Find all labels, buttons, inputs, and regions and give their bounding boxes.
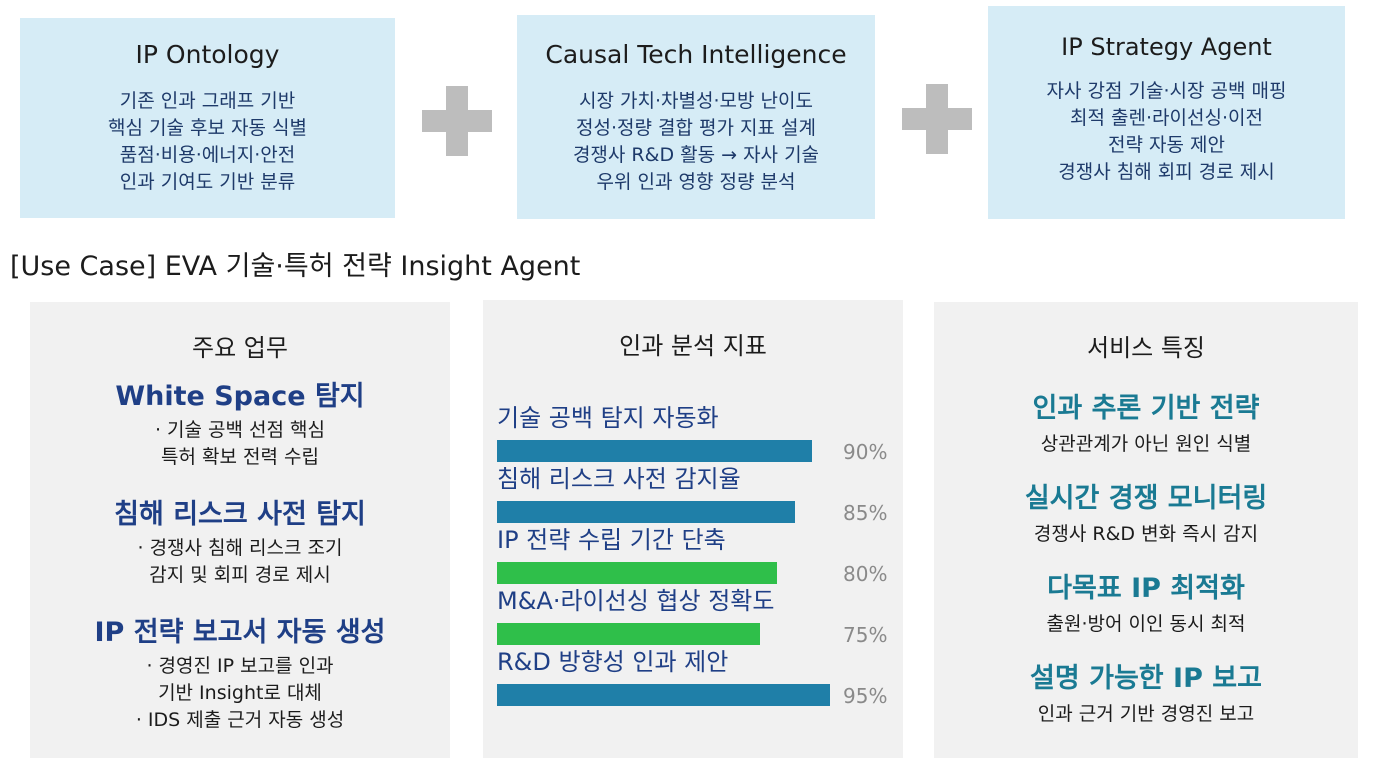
feature-title: 실시간 경쟁 모니터링 [1024,483,1268,514]
feature-item: 설명 가능한 IP 보고 인과 근거 기반 경영진 보고 [934,656,1358,726]
metric-percent: 85% [843,501,888,525]
metric-bar [497,501,795,523]
task-item: IP 전략 보고서 자동 생성 · 경영진 IP 보고를 인과 기반 Insig… [30,610,450,734]
metric-label: 침해 리스크 사전 감지율 [497,465,741,493]
plus-icon [902,84,972,154]
feature-desc: 출원·방어 이인 동시 최적 [1046,613,1246,635]
ip-strategy-agent-title: IP Strategy Agent [1061,33,1272,61]
task-desc-line: · IDS 제출 근거 자동 생성 [135,709,345,731]
ip-strategy-line: 자사 강점 기술·시장 공백 매핑 [1046,80,1287,102]
causal-tech-line: 우위 인과 영향 정량 분석 [596,171,796,193]
task-desc: · 기술 공백 선점 핵심 특허 확보 전력 수립 [30,417,450,471]
feature-desc: 인과 근거 기반 경영진 보고 [1037,703,1255,725]
ip-strategy-line: 전략 자동 제안 [1108,134,1225,156]
causal-tech-line: 경쟁사 R&D 활동 → 자사 기술 [572,144,820,166]
use-case-title: [Use Case] EVA 기술·특허 전략 Insight Agent [10,251,581,282]
causal-tech-intelligence-box: Causal Tech Intelligence 시장 가치·차별성·모방 난이… [517,15,875,219]
metric-bar [497,623,760,645]
task-desc-line: · 기술 공백 선점 핵심 [154,419,326,441]
task-desc: · 경쟁사 침해 리스크 조기 감지 및 회피 경로 제시 [30,535,450,589]
metric-bar [497,684,830,706]
ip-strategy-line: 경쟁사 침해 회피 경로 제시 [1058,161,1275,183]
features-panel: 서비스 특징 인과 추론 기반 전략 상관관계가 아닌 원인 식별 실시간 경쟁… [934,302,1358,758]
metric-label: M&A·라이선싱 협상 정확도 [497,587,775,615]
metric-percent: 95% [843,684,888,708]
ip-ontology-title: IP Ontology [135,40,280,69]
metric-percent: 75% [843,623,888,647]
task-item: 침해 리스크 사전 탐지 · 경쟁사 침해 리스크 조기 감지 및 회피 경로 … [30,492,450,589]
task-desc-line: 기반 Insight로 대체 [158,682,322,704]
tasks-panel-title: 주요 업무 [192,334,288,362]
feature-desc: 상관관계가 아닌 원인 식별 [1040,433,1252,455]
metric-label: IP 전략 수립 기간 단축 [497,526,726,554]
feature-title: 설명 가능한 IP 보고 [1030,663,1262,694]
metric-row: M&A·라이선싱 협상 정확도 75% [497,587,897,647]
task-item: White Space 탐지 · 기술 공백 선점 핵심 특허 확보 전력 수립 [30,374,450,471]
metric-row: IP 전략 수립 기간 단축 80% [497,526,897,586]
metric-row: 기술 공백 탐지 자동화 90% [497,404,897,464]
ip-strategy-line: 최적 출렌·라이선싱·이전 [1070,107,1263,129]
ip-ontology-lines: 기존 인과 그래프 기반 핵심 기술 후보 자동 식별 품점·비용·에너지·안전… [20,88,395,196]
metric-bar [497,562,777,584]
ip-ontology-box: IP Ontology 기존 인과 그래프 기반 핵심 기술 후보 자동 식별 … [20,18,395,218]
feature-item: 인과 추론 기반 전략 상관관계가 아닌 원인 식별 [934,386,1358,456]
task-desc-line: 감지 및 회피 경로 제시 [149,564,331,586]
feature-title: 다목표 IP 최적화 [1047,573,1245,604]
ip-ontology-line: 핵심 기술 후보 자동 식별 [108,117,307,139]
metrics-panel-title: 인과 분석 지표 [619,332,767,360]
plus-icon [422,86,492,156]
feature-item: 실시간 경쟁 모니터링 경쟁사 R&D 변화 즉시 감지 [934,476,1358,546]
metric-bar [497,440,812,462]
task-desc-line: 특허 확보 전력 수립 [161,446,319,468]
ip-ontology-line: 인과 기여도 기반 분류 [119,171,296,193]
ip-strategy-agent-box: IP Strategy Agent 자사 강점 기술·시장 공백 매핑 최적 출… [988,6,1345,219]
ip-strategy-agent-lines: 자사 강점 기술·시장 공백 매핑 최적 출렌·라이선싱·이전 전략 자동 제안… [988,78,1345,186]
metric-percent: 80% [843,562,888,586]
task-desc: · 경영진 IP 보고를 인과 기반 Insight로 대체 · IDS 제출 … [30,653,450,734]
metric-label: R&D 방향성 인과 제안 [497,648,729,676]
task-desc-line: · 경영진 IP 보고를 인과 [146,655,334,677]
metric-label: 기술 공백 탐지 자동화 [497,404,719,432]
task-title: IP 전략 보고서 자동 생성 [94,617,386,648]
causal-tech-intelligence-title: Causal Tech Intelligence [545,40,847,69]
task-desc-line: · 경쟁사 침해 리스크 조기 [137,537,343,559]
metric-percent: 90% [843,440,888,464]
feature-title: 인과 추론 기반 전략 [1032,393,1260,424]
ip-ontology-line: 품점·비용·에너지·안전 [119,144,296,166]
task-title: White Space 탐지 [115,381,365,412]
causal-tech-intelligence-lines: 시장 가치·차별성·모방 난이도 정성·정량 결합 평가 지표 설계 경쟁사 R… [517,88,875,196]
feature-desc: 경쟁사 R&D 변화 즉시 감지 [1033,523,1259,545]
ip-ontology-line: 기존 인과 그래프 기반 [119,90,296,112]
task-title: 침해 리스크 사전 탐지 [114,499,366,530]
tasks-panel: 주요 업무 White Space 탐지 · 기술 공백 선점 핵심 특허 확보… [30,302,450,758]
features-panel-title: 서비스 특징 [1086,334,1206,362]
causal-tech-line: 정성·정량 결합 평가 지표 설계 [576,117,816,139]
feature-item: 다목표 IP 최적화 출원·방어 이인 동시 최적 [934,566,1358,636]
metrics-panel: 인과 분석 지표 기술 공백 탐지 자동화 90% 침해 리스크 사전 감지율 85%… [483,300,903,758]
causal-tech-line: 시장 가치·차별성·모방 난이도 [579,90,813,112]
metric-row: 침해 리스크 사전 감지율 85% [497,465,897,525]
metric-row: R&D 방향성 인과 제안 95% [497,648,897,708]
